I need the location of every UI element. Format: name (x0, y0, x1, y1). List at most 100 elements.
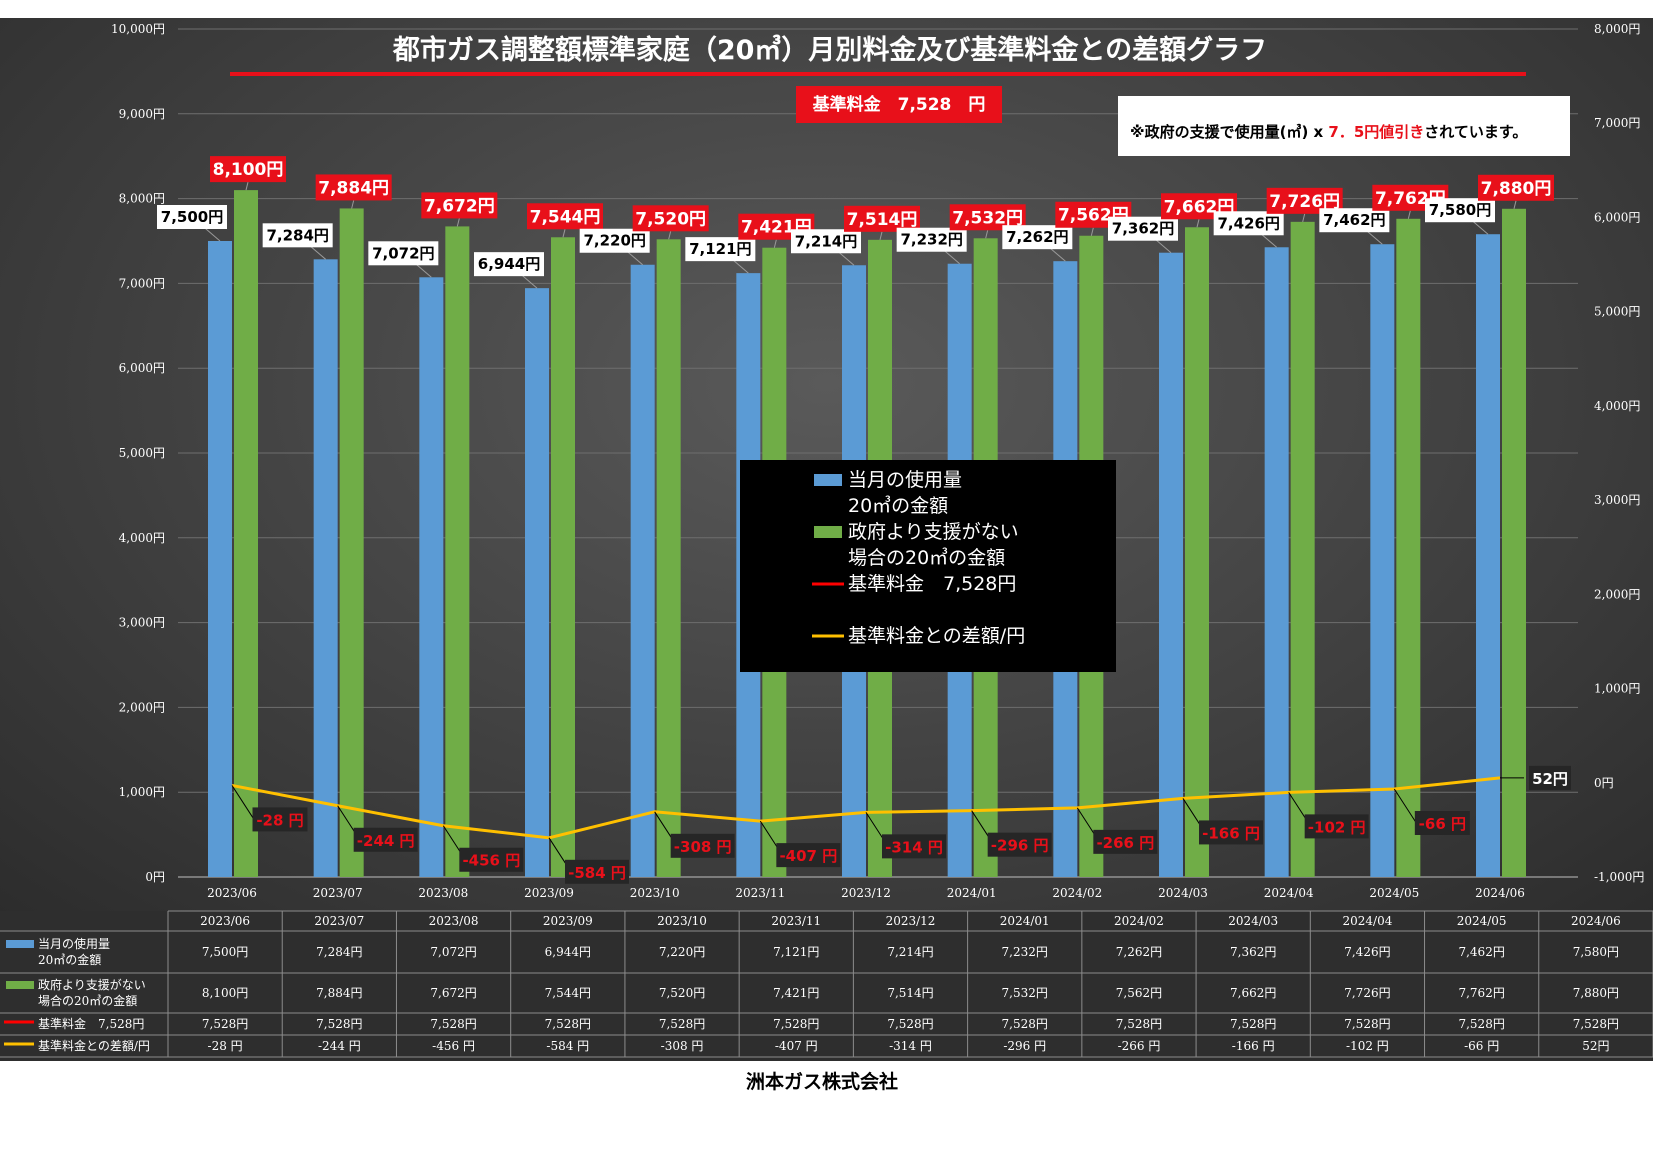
table-cell: 7,532円 (1002, 986, 1048, 1000)
data-label-difference: -266 円 (1096, 834, 1154, 852)
label-leader (245, 181, 249, 191)
table-cell: 7,528円 (1458, 1017, 1504, 1031)
bar-no-support (1396, 218, 1421, 877)
x-tick-label: 2023/07 (313, 886, 363, 900)
table-row-swatch (6, 981, 34, 989)
data-label-difference: -308 円 (674, 838, 732, 856)
table-row-label: 政府より支援がない (38, 977, 146, 992)
bar-no-support (1185, 227, 1209, 878)
table-cell: -266 円 (1118, 1039, 1161, 1053)
y-left-tick-label: 6,000円 (119, 361, 165, 375)
table-cell: -456 円 (432, 1039, 475, 1053)
table-cell: 7,662円 (1230, 986, 1276, 1000)
label-box-no-support (527, 203, 603, 230)
data-label-no-support: 7,544円 (530, 207, 601, 227)
table-cell: 7,426円 (1344, 945, 1390, 959)
table-cell: -28 円 (208, 1039, 243, 1053)
y-left-tick-label: 7,000円 (119, 276, 165, 290)
table-cell: 7,220円 (659, 945, 705, 959)
table-header-cell: 2023/10 (657, 914, 707, 928)
data-label-current: 7,500円 (161, 208, 223, 226)
bar-current-usage (208, 241, 232, 877)
data-label-current: 7,426円 (1217, 214, 1279, 232)
x-tick-label: 2023/11 (735, 886, 785, 900)
x-tick-label: 2024/01 (947, 886, 997, 900)
label-box-current (685, 237, 756, 262)
y-left-tick-label: 10,000円 (111, 22, 165, 36)
table-cell: 7,284円 (316, 945, 362, 959)
data-label-difference: -66 円 (1419, 815, 1466, 833)
data-label-no-support: 7,514円 (847, 210, 918, 230)
x-tick-label: 2023/09 (524, 886, 574, 900)
table-cell: -66 円 (1464, 1039, 1499, 1053)
label-box-no-support (421, 192, 498, 219)
y-left-tick-label: 5,000円 (119, 446, 165, 460)
table-header-cell: 2023/07 (314, 914, 364, 928)
x-tick-label: 2024/04 (1264, 886, 1314, 900)
y-left-tick-label: 1,000円 (119, 785, 165, 799)
bar-no-support (1290, 221, 1315, 877)
note-text: ※政府の支援で使用量(㎥) x 7．5円値引きされています。 (1130, 123, 1527, 141)
data-label-current: 7,232円 (900, 231, 962, 249)
label-leader (1196, 219, 1200, 228)
label-box-no-support (844, 205, 920, 232)
table-cell: -296 円 (1003, 1039, 1046, 1053)
data-label-no-support: 7,884円 (318, 178, 389, 198)
data-labels: 7,500円 8,100円 7,284円 7,884円 7,072円 7,672円 6,94… (157, 156, 1571, 884)
label-box-difference (776, 843, 841, 868)
data-label-difference: -314 円 (885, 838, 943, 856)
data-label-current: 7,214円 (795, 232, 857, 250)
table-header-cell: 2023/09 (543, 914, 593, 928)
legend-label: 基準料金との差額/円 (848, 625, 1025, 647)
table-cell: 7,500円 (202, 945, 248, 959)
label-box-current (1002, 225, 1073, 250)
table-header-cell: 2024/05 (1457, 914, 1507, 928)
label-box-difference (670, 833, 735, 858)
label-box-difference (1093, 829, 1158, 854)
y-right-tick-label: 1,000円 (1594, 682, 1640, 696)
label-box-current (579, 228, 650, 253)
data-label-difference: -407 円 (779, 847, 837, 865)
data-label-difference: -102 円 (1308, 818, 1366, 836)
table-cell: -308 円 (661, 1039, 704, 1053)
label-leader (562, 229, 566, 238)
legend-label: 政府より支援がない (848, 521, 1019, 543)
table-cell: 7,214円 (887, 945, 933, 959)
y-left-tick-label: 0円 (145, 870, 165, 884)
legend-label: 当月の使用量 (848, 469, 962, 491)
bar-current-usage (1264, 247, 1289, 877)
x-tick-label: 2024/06 (1475, 886, 1525, 900)
y-right-tick-label: 2,000円 (1594, 587, 1640, 601)
table-background (0, 911, 1653, 1061)
label-box-current (1108, 216, 1178, 241)
table-cell: 7,232円 (1002, 945, 1048, 959)
data-label-difference: -296 円 (991, 837, 1049, 855)
label-leader (351, 200, 355, 209)
table-cell: -314 円 (889, 1039, 932, 1053)
y-right-tick-label: -1,000円 (1594, 870, 1644, 884)
table-header-cell: 2024/06 (1571, 914, 1621, 928)
table-cell: 52円 (1582, 1039, 1609, 1053)
table-cell: 7,072円 (430, 945, 476, 959)
table-header-cell: 2024/01 (1000, 914, 1050, 928)
data-label-no-support: 7,672円 (424, 196, 495, 216)
data-label-current: 6,944円 (478, 255, 540, 273)
data-label-difference: -28 円 (256, 811, 303, 829)
table-row-label: 20㎥の金額 (38, 952, 101, 967)
data-label-current: 7,580円 (1429, 201, 1491, 219)
label-box-difference (882, 834, 946, 859)
bar-current-usage (419, 277, 444, 877)
table-cell: 7,562円 (1116, 986, 1162, 1000)
table-cell: 7,121円 (773, 945, 819, 959)
legend-swatch (814, 526, 842, 538)
data-label-difference: -244 円 (357, 832, 415, 850)
y-right-tick-label: 7,000円 (1594, 116, 1640, 130)
y-right-tick-label: 6,000円 (1594, 210, 1640, 224)
table-header-cell: 2024/04 (1342, 914, 1392, 928)
label-box-current (157, 205, 227, 229)
y-left-tick-label: 8,000円 (119, 192, 165, 206)
label-leader (231, 785, 255, 820)
y-right-tick-label: 8,000円 (1594, 22, 1640, 36)
data-label-no-support: 7,880円 (1481, 179, 1552, 199)
label-box-no-support (210, 156, 286, 183)
